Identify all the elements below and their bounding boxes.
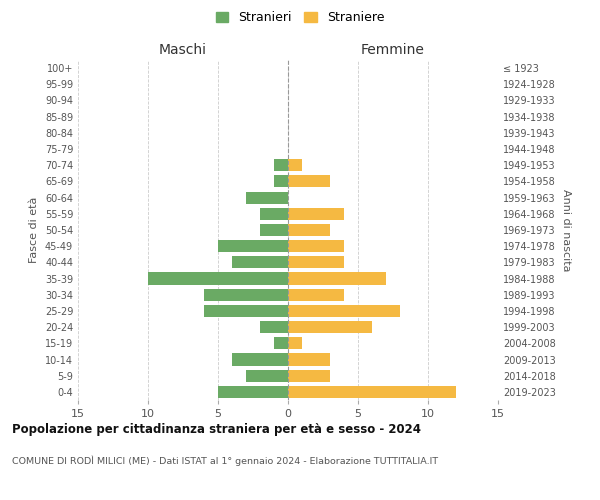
Bar xyxy=(288,176,330,188)
Bar xyxy=(288,288,344,301)
Bar xyxy=(260,321,288,333)
Bar xyxy=(274,159,288,172)
Bar xyxy=(288,240,344,252)
Legend: Stranieri, Straniere: Stranieri, Straniere xyxy=(211,6,389,29)
Text: COMUNE DI RODÌ MILICI (ME) - Dati ISTAT al 1° gennaio 2024 - Elaborazione TUTTIT: COMUNE DI RODÌ MILICI (ME) - Dati ISTAT … xyxy=(12,455,438,466)
Bar xyxy=(246,370,288,382)
Bar xyxy=(218,240,288,252)
Bar xyxy=(288,159,302,172)
Bar xyxy=(274,176,288,188)
Bar xyxy=(288,256,344,268)
Bar xyxy=(260,208,288,220)
Bar xyxy=(288,272,386,284)
Bar xyxy=(218,386,288,398)
Bar xyxy=(246,192,288,203)
Bar xyxy=(260,224,288,236)
Bar xyxy=(288,321,372,333)
Bar xyxy=(288,224,330,236)
Bar xyxy=(148,272,288,284)
Text: Popolazione per cittadinanza straniera per età e sesso - 2024: Popolazione per cittadinanza straniera p… xyxy=(12,422,421,436)
Bar xyxy=(288,354,330,366)
Text: Femmine: Femmine xyxy=(361,44,425,58)
Bar xyxy=(288,338,302,349)
Bar xyxy=(288,305,400,317)
Text: Maschi: Maschi xyxy=(159,44,207,58)
Bar xyxy=(232,354,288,366)
Bar xyxy=(204,288,288,301)
Bar xyxy=(232,256,288,268)
Y-axis label: Fasce di età: Fasce di età xyxy=(29,197,39,263)
Bar xyxy=(288,370,330,382)
Y-axis label: Anni di nascita: Anni di nascita xyxy=(561,188,571,271)
Bar xyxy=(288,208,344,220)
Bar xyxy=(274,338,288,349)
Bar xyxy=(204,305,288,317)
Bar xyxy=(288,386,456,398)
